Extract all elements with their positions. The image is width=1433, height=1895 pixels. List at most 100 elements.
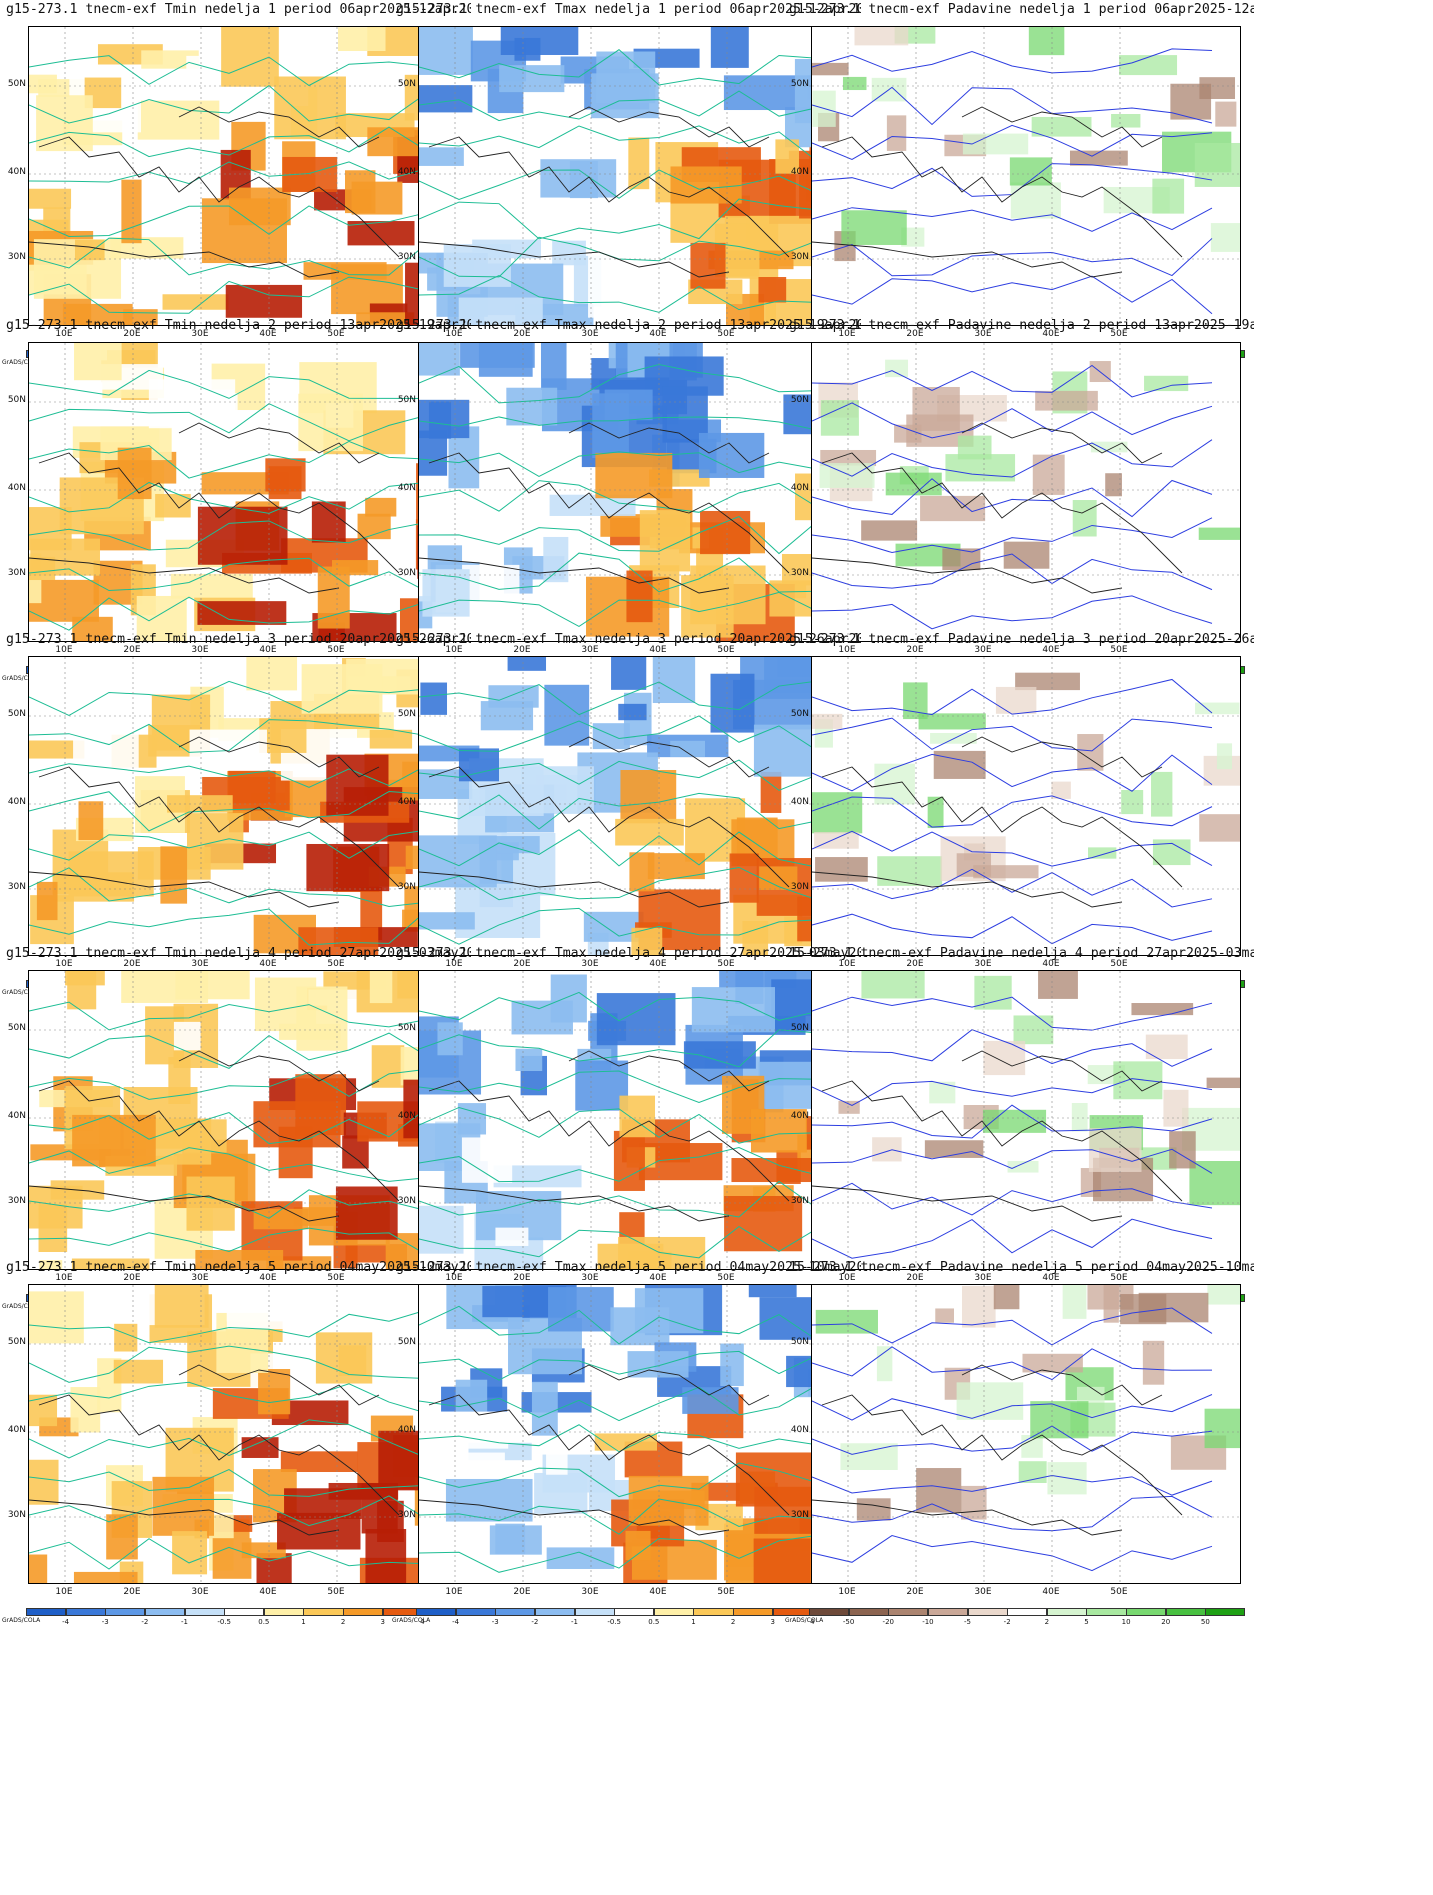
coastline (419, 106, 790, 278)
longitude-label: 40E (649, 959, 667, 969)
colorbar-segment (614, 1608, 655, 1616)
contour-line (29, 85, 430, 124)
longitude-label: 10E (445, 645, 463, 655)
contour-line (812, 1307, 1213, 1346)
latitude-label: 30N (7, 882, 26, 892)
coastline (812, 1050, 1183, 1222)
contour-line (29, 369, 430, 400)
map-tmax (418, 656, 848, 956)
colorbar-tick-label: 2 (730, 1618, 736, 1626)
grads-cola-label: GrADS/COLA (2, 989, 41, 996)
latitude-label: 30N (7, 1196, 26, 1206)
coastline (419, 422, 790, 594)
longitude-label: 10E (838, 1273, 856, 1283)
latitude-label: 40N (397, 1425, 416, 1435)
coastline (29, 1050, 400, 1222)
colorbar-tick-label: 1 (301, 1618, 306, 1626)
longitude-label: 20E (513, 1273, 531, 1283)
colorbar-segment (1126, 1608, 1167, 1616)
contour-line (812, 124, 1213, 161)
contour-line (812, 913, 1213, 945)
contour-line (812, 275, 1213, 315)
map-tmax (418, 1284, 848, 1584)
longitude-label: 20E (123, 645, 141, 655)
longitude-label: 10E (55, 329, 73, 339)
contour-line (812, 207, 1213, 232)
forecast-panel: g15-273.1 tnecm-exf Tmax nedelja 4 perio… (390, 944, 861, 1321)
contour-line (29, 719, 430, 753)
longitude-label: 20E (906, 1273, 924, 1283)
latitude-label: 50N (397, 1023, 416, 1033)
colorbar-tick-label: 0.5 (648, 1618, 660, 1626)
contour-line (29, 520, 430, 551)
grads-cola-label: GrADS/COLA (2, 1617, 41, 1624)
contour-line (419, 1029, 820, 1068)
panel-title: g15-273.1 tnecm-exf Tmax nedelja 1 perio… (396, 2, 861, 17)
colorbar-segment (967, 1608, 1008, 1616)
longitude-label: 10E (838, 329, 856, 339)
contour-line (812, 1218, 1213, 1259)
longitude-label: 20E (513, 645, 531, 655)
colorbar-segment (848, 1608, 889, 1616)
longitude-label: 20E (906, 959, 924, 969)
longitude-label: 10E (445, 1587, 463, 1597)
map-padavine (811, 342, 1241, 642)
longitude-label: 20E (123, 959, 141, 969)
colorbar-tick-label: -2 (141, 1618, 149, 1626)
longitude-label: 30E (974, 329, 992, 339)
panel-title: g15-273.1 tnecm-exf Tmin nedelja 1 perio… (6, 2, 471, 17)
contour-line (812, 996, 1213, 1031)
panel-title: g15-273.1 tnecm-exf Tmin nedelja 4 perio… (6, 946, 471, 961)
latitude-label: 40N (790, 167, 809, 177)
contour-line (812, 402, 1213, 439)
colorbar-tick-label: -3 (101, 1618, 109, 1626)
anomaly-field (812, 657, 1240, 955)
forecast-panel: g15-273.1 tnecm-exf Tmin nedelja 3 perio… (0, 630, 471, 1007)
latitude-label: 40N (7, 1425, 26, 1435)
contour-line (812, 717, 1213, 752)
colorbar-segment (343, 1608, 384, 1616)
latitude-label: 40N (397, 1111, 416, 1121)
longitude-label: 40E (259, 1273, 277, 1283)
longitude-label: 50E (717, 329, 735, 339)
coastline (419, 1050, 790, 1222)
latitude-label: 50N (397, 395, 416, 405)
colorbar-tick-label: -20 (882, 1618, 894, 1626)
contour-line (419, 416, 820, 432)
longitude-label: 30E (581, 645, 599, 655)
map-padavine (811, 970, 1241, 1270)
contour-line (419, 1383, 820, 1422)
colorbar-segment (733, 1608, 774, 1616)
colorbar-tick-label: -10 (922, 1618, 934, 1626)
contour-line (419, 169, 820, 201)
colorbar-segment (653, 1608, 694, 1616)
map-padavine (811, 656, 1241, 956)
contour-line (419, 907, 820, 945)
colorbar-tick-label: -1 (181, 1618, 189, 1626)
panel-title: g15-273.1 tnecm-exf Tmin nedelja 5 perio… (6, 1260, 471, 1275)
map-padavine (811, 1284, 1241, 1584)
longitude-label: 10E (445, 959, 463, 969)
longitude-label: 40E (259, 329, 277, 339)
contour-line (812, 868, 1213, 908)
latitude-label: 50N (790, 1023, 809, 1033)
coastline (812, 1364, 1183, 1536)
colorbar-segment (263, 1608, 304, 1616)
contour-line (29, 1345, 430, 1383)
longitude-label: 30E (974, 1273, 992, 1283)
anomaly-field (419, 971, 847, 1269)
contour-line (29, 481, 430, 514)
contour-line (29, 55, 430, 87)
longitude-label: 40E (649, 329, 667, 339)
coastline (29, 106, 400, 278)
colorbar-segment (26, 1608, 67, 1616)
longitude-label: 10E (838, 1587, 856, 1597)
longitude-label: 40E (259, 959, 277, 969)
contour-line (419, 991, 820, 1022)
map-tmax (418, 970, 848, 1270)
longitude-label: 30E (191, 645, 209, 655)
longitude-label: 40E (1042, 959, 1060, 969)
colorbar-tick-label: -3 (491, 1618, 499, 1626)
anomaly-field (29, 971, 457, 1269)
contour-line (29, 440, 430, 479)
